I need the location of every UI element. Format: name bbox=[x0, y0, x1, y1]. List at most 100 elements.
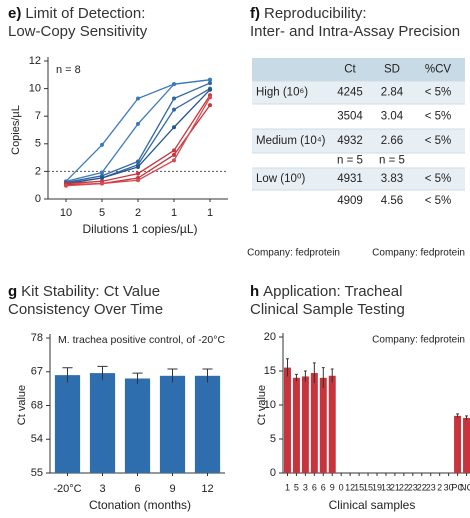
y-tick-label: 7 bbox=[35, 110, 41, 122]
x-tick-label: PC bbox=[451, 482, 464, 492]
source: Company: fedprotein bbox=[247, 248, 340, 259]
bar bbox=[463, 417, 470, 473]
table-cell: < 5% bbox=[425, 135, 452, 147]
error-bar bbox=[286, 358, 289, 377]
y-tick-label: 15 bbox=[264, 365, 276, 377]
y-tick-label: 67 bbox=[31, 366, 43, 378]
table-row-bg bbox=[252, 168, 465, 190]
bar bbox=[301, 376, 309, 473]
table-cell: 3.83 bbox=[381, 173, 403, 185]
bar bbox=[54, 375, 81, 473]
y-tick-label: 10 bbox=[29, 83, 41, 95]
x-tick-label: 10 bbox=[60, 207, 72, 219]
data-point bbox=[172, 152, 176, 157]
panel-title: Reproducibility: bbox=[264, 5, 367, 22]
x-tick-label: 1 bbox=[207, 207, 213, 219]
y-tick-label: 5 bbox=[35, 138, 41, 150]
y-tick-label: 2 bbox=[35, 165, 41, 177]
data-point bbox=[172, 107, 176, 112]
x-axis-title: Clinical samples bbox=[329, 498, 416, 512]
annotation: M. trachea positive control, of -20°C bbox=[58, 334, 225, 346]
panel-subtitle: Low-Copy Sensitivity bbox=[8, 23, 148, 40]
x-tick-label: 13 bbox=[381, 482, 391, 492]
x-tick-label: 12 bbox=[201, 483, 213, 495]
table-cell: 4245 bbox=[337, 87, 363, 99]
x-tick-label: 0 bbox=[339, 482, 344, 492]
x-tick-label: 3 bbox=[99, 483, 105, 495]
data-point bbox=[64, 183, 68, 188]
data-point bbox=[172, 82, 176, 87]
x-tick-label: 2 bbox=[135, 207, 141, 219]
x-tick-label: 1 bbox=[171, 207, 177, 219]
error-bar bbox=[295, 373, 298, 382]
x-tick-label: 15 bbox=[354, 482, 364, 492]
table-row-label: Medium (10⁴) bbox=[256, 135, 326, 147]
y-tick-label: 20 bbox=[264, 331, 276, 343]
table-row-label: Low (10⁰) bbox=[256, 173, 306, 185]
data-point bbox=[136, 96, 140, 101]
table-cell: 4.56 bbox=[381, 195, 403, 207]
bar bbox=[328, 375, 336, 473]
source: Company: fedprotein bbox=[372, 335, 465, 346]
data-point bbox=[136, 171, 140, 176]
x-tick-label: -20°C bbox=[53, 483, 81, 495]
x-tick-label: 6 bbox=[321, 482, 326, 492]
x-tick-label: NC bbox=[460, 482, 470, 492]
x-tick-label: 12 bbox=[345, 482, 355, 492]
x-tick-label: 5 bbox=[294, 482, 299, 492]
table-row-bg bbox=[252, 81, 465, 104]
x-tick-label: 21 bbox=[390, 482, 400, 492]
x-tick-label: 30 bbox=[444, 482, 454, 492]
bar bbox=[89, 373, 116, 473]
panel-subtitle: Inter- and Intra-Assay Precision bbox=[250, 23, 460, 40]
data-point bbox=[172, 148, 176, 153]
table-cell: 4931 bbox=[337, 173, 363, 185]
x-tick-label: 9 bbox=[330, 482, 335, 492]
y-tick-label: 68 bbox=[31, 399, 43, 411]
data-point bbox=[100, 181, 104, 186]
y-tick-label: 54 bbox=[31, 433, 43, 445]
y-tick-label: 10 bbox=[264, 399, 276, 411]
table-cell: < 5% bbox=[425, 173, 452, 185]
data-point bbox=[136, 121, 140, 126]
y-tick-label: 0 bbox=[35, 193, 41, 205]
error-bar bbox=[202, 368, 213, 383]
data-point bbox=[208, 81, 212, 86]
x-tick-label: 2 bbox=[437, 482, 442, 492]
data-point bbox=[208, 103, 212, 108]
x-tick-label: 1 bbox=[285, 482, 290, 492]
x-tick-label: 19 bbox=[372, 482, 382, 492]
table-header-bg bbox=[252, 58, 465, 81]
data-point bbox=[172, 158, 176, 163]
x-tick-label: 6 bbox=[134, 483, 140, 495]
error-bar bbox=[97, 365, 108, 380]
error-bar bbox=[303, 370, 307, 382]
table-cell: 3504 bbox=[337, 111, 363, 123]
data-point bbox=[100, 142, 104, 147]
error-bar bbox=[167, 368, 178, 383]
y-axis-title: Ct value bbox=[16, 385, 28, 425]
annotation: n = 8 bbox=[56, 64, 81, 76]
bar bbox=[124, 378, 151, 473]
error-bar bbox=[62, 367, 73, 383]
panel-subtitle: Consistency Over Time bbox=[8, 301, 163, 318]
table-row-label: High (10⁶) bbox=[256, 87, 308, 99]
data-point bbox=[136, 164, 140, 169]
table-cell: < 5% bbox=[425, 195, 452, 207]
table-header-cell: SD bbox=[384, 64, 400, 76]
table-cell: 4909 bbox=[337, 195, 363, 207]
data-point bbox=[172, 125, 176, 130]
y-axis-title: Ct value bbox=[256, 385, 268, 425]
y-tick-label: 55 bbox=[31, 467, 43, 479]
y-tick-label: 5 bbox=[270, 433, 276, 445]
bar bbox=[310, 373, 318, 473]
table-row-bg bbox=[252, 153, 465, 168]
data-point bbox=[100, 170, 104, 175]
source: Company: fedprotein bbox=[372, 248, 465, 259]
table-row-bg bbox=[252, 104, 465, 129]
bar bbox=[283, 367, 291, 473]
bar bbox=[454, 415, 462, 473]
panel-title: Application: Tracheal bbox=[263, 283, 402, 300]
y-tick-label: 12 bbox=[29, 55, 41, 67]
